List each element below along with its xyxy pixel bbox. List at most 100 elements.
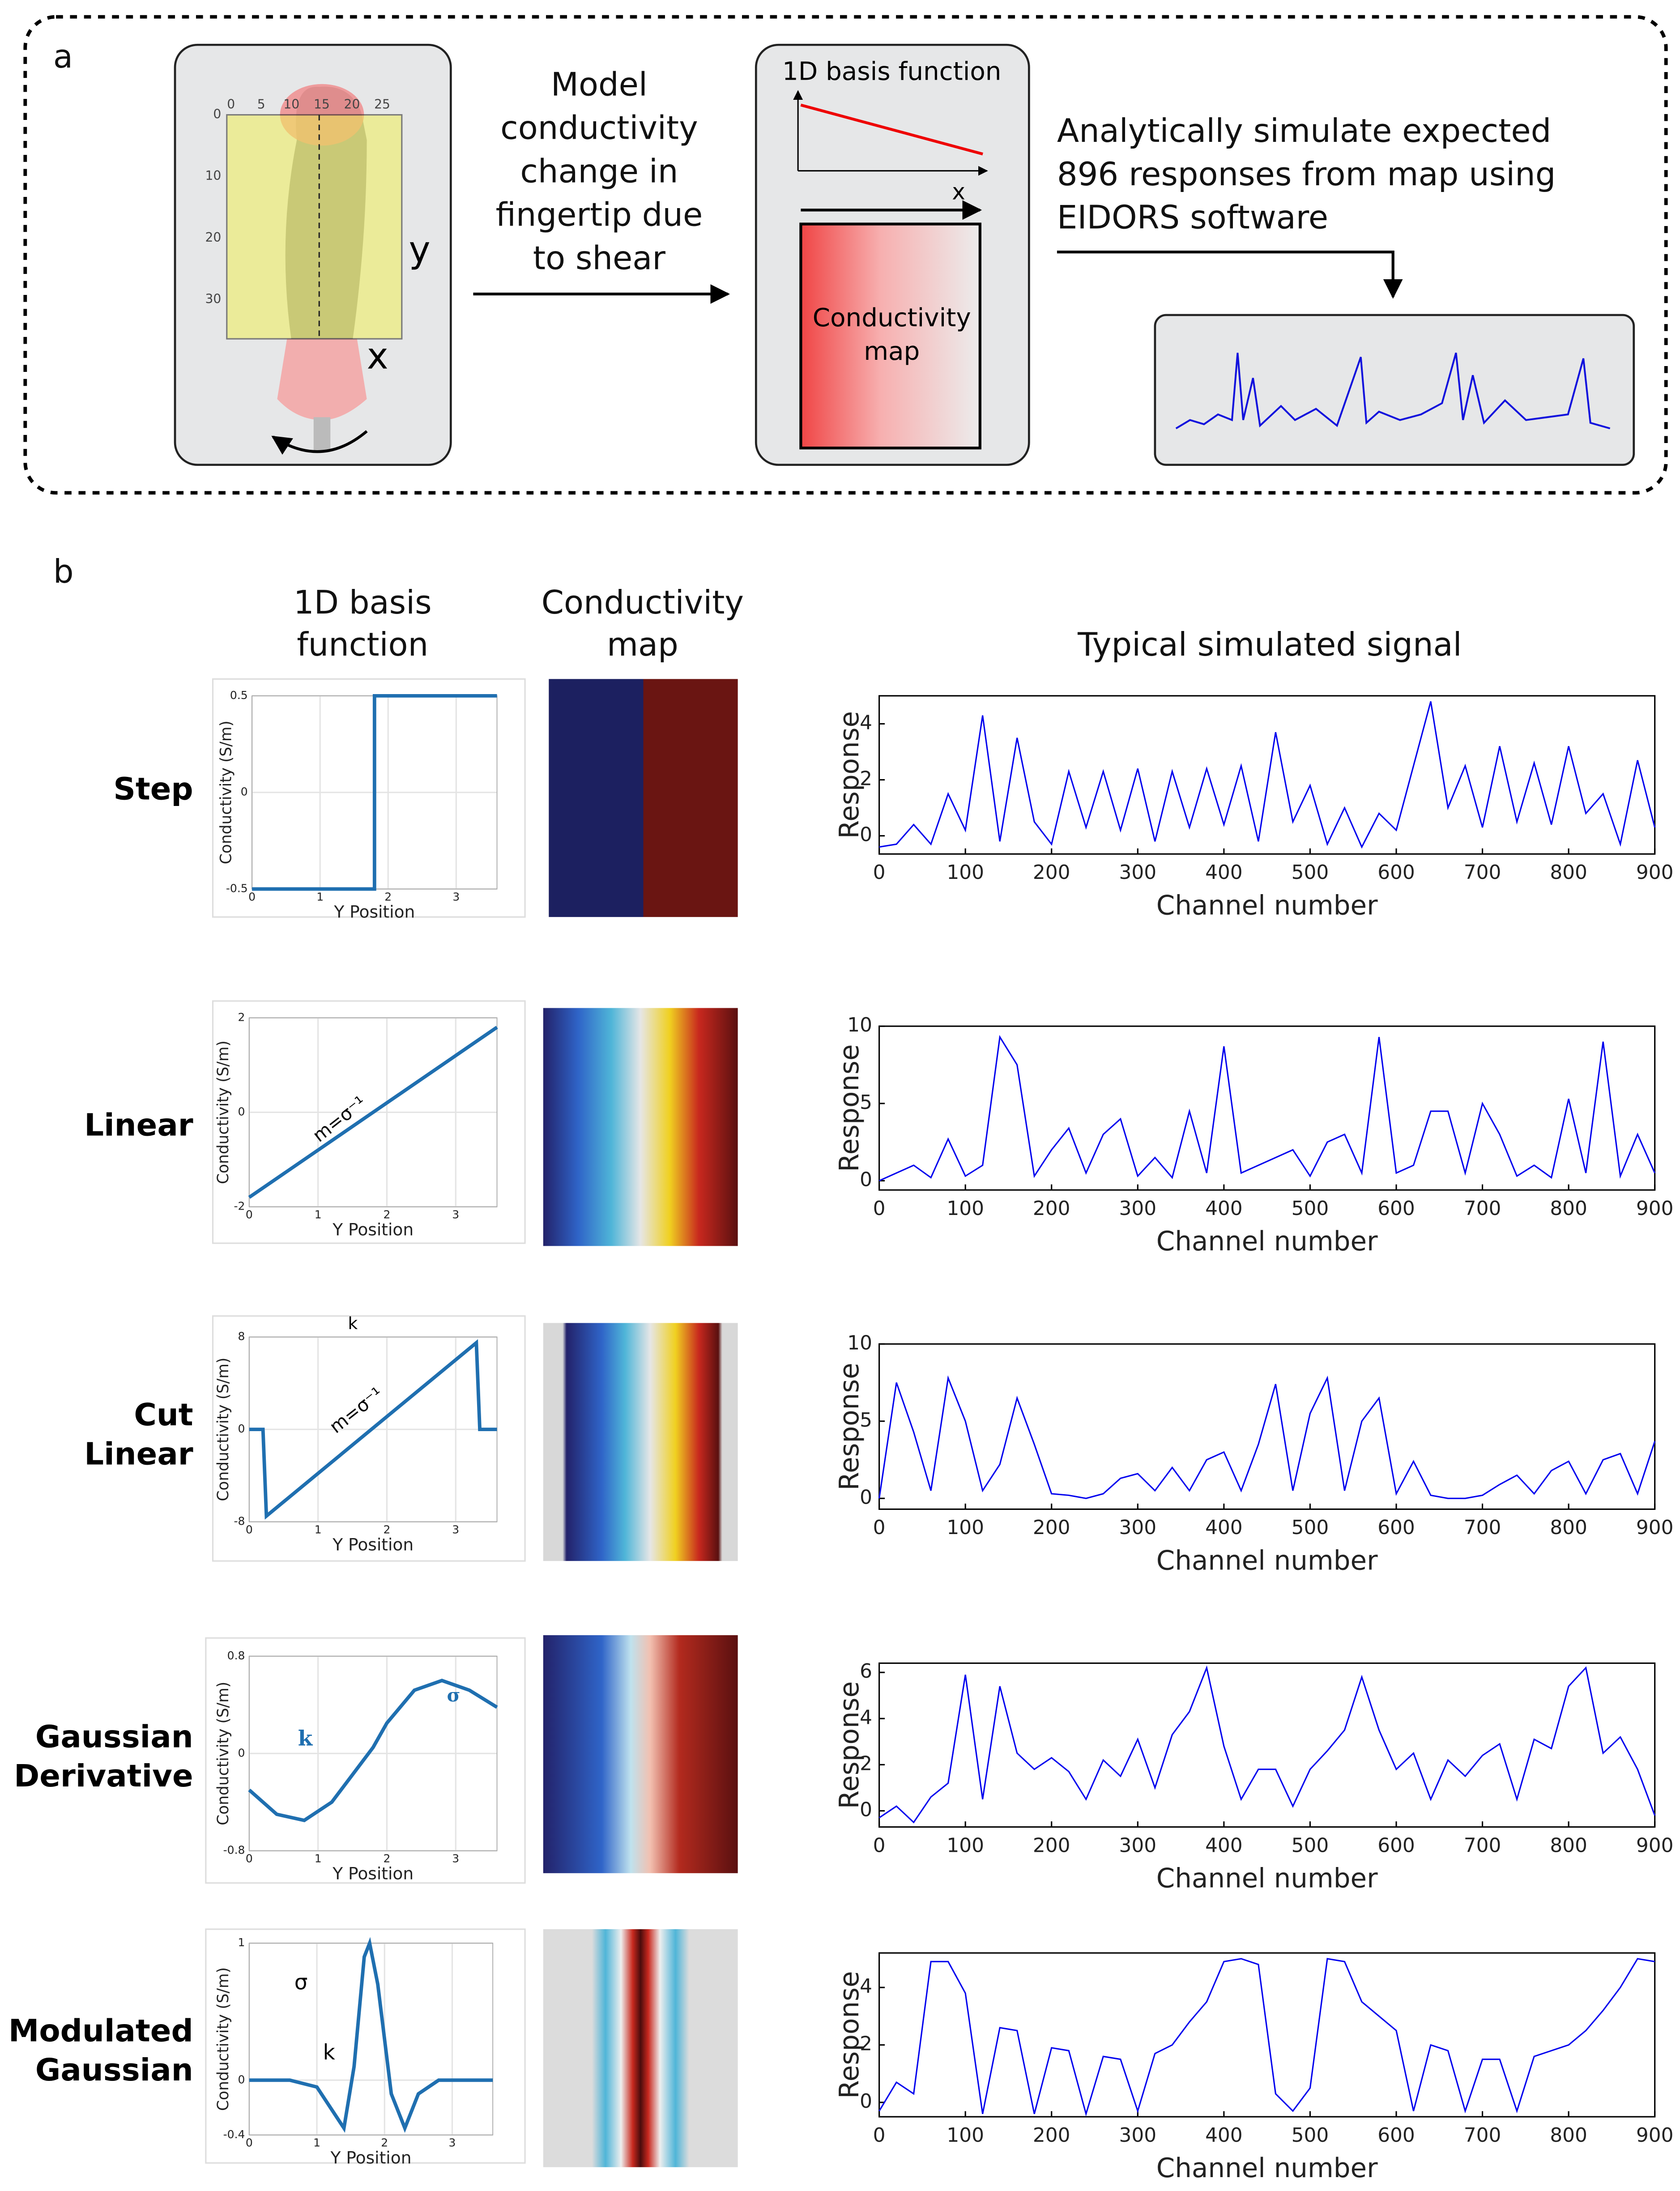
x-axis-label: Channel number xyxy=(1156,1545,1378,1576)
y-tick-label: 0.8 xyxy=(227,1649,245,1662)
y-tick-label: 4 xyxy=(860,711,872,734)
x-tick-label: 800 xyxy=(1550,1834,1587,1857)
x-tick-label: 200 xyxy=(1033,1834,1070,1857)
x-tick-label: 500 xyxy=(1292,861,1329,884)
basis-line xyxy=(800,103,983,156)
x-tick-label: 200 xyxy=(1033,1516,1070,1539)
x-tick-label: 500 xyxy=(1292,1197,1329,1220)
panel-label: a xyxy=(53,38,73,75)
tick-label: 20 xyxy=(205,230,221,245)
annotation: k xyxy=(323,2040,336,2065)
tick-label: 10 xyxy=(205,168,221,183)
tick-label: 0 xyxy=(213,107,221,122)
y-tick-label: 6 xyxy=(860,1660,872,1683)
plot-frame xyxy=(205,1928,526,2164)
x-tick-label: 3 xyxy=(452,1852,459,1865)
axes-box xyxy=(878,695,1656,855)
data-line xyxy=(878,1035,1656,1181)
plot-frame xyxy=(212,1000,526,1244)
y-tick-label: 5 xyxy=(860,1409,872,1432)
y-axis-label: Response xyxy=(834,1044,865,1172)
x-tick-label: 3 xyxy=(452,890,460,903)
x-tick-label: 900 xyxy=(1636,1834,1674,1857)
y-axis-label: Conductivity (S/m) xyxy=(214,1967,232,2111)
signal-sketch xyxy=(1175,352,1611,430)
rod xyxy=(313,417,331,451)
x-tick-label: 300 xyxy=(1119,1834,1157,1857)
x-tick-label: 600 xyxy=(1377,1197,1415,1220)
axis-y-label: y xyxy=(409,229,430,271)
x-tick-label: 500 xyxy=(1292,1834,1329,1857)
data-line xyxy=(878,1958,1655,2117)
y-tick-label: 4 xyxy=(860,1706,872,1729)
x-tick-label: 600 xyxy=(1377,1834,1415,1857)
row-label: Gaussian xyxy=(35,2052,193,2088)
data-line xyxy=(878,1375,1656,1499)
data-line xyxy=(249,1937,493,2133)
step-text: Analytically simulate expected xyxy=(1057,112,1551,149)
x-axis-label: Channel number xyxy=(1156,2153,1378,2184)
basis-axis: x xyxy=(952,179,965,205)
axes-box xyxy=(878,1025,1656,1191)
x-tick-label: 900 xyxy=(1636,1197,1674,1220)
data-line xyxy=(248,1679,498,1822)
x-tick-label: 100 xyxy=(947,2124,984,2147)
conductivity-map xyxy=(799,222,981,450)
tick-label: 0 xyxy=(227,97,235,112)
x-tick-label: 300 xyxy=(1119,2124,1157,2147)
arrow xyxy=(1057,251,1403,299)
row-label: Gaussian xyxy=(35,1719,193,1755)
x-axis-label: Y Position xyxy=(332,1219,414,1239)
x-tick-label: 300 xyxy=(1119,861,1157,884)
tick-label: 30 xyxy=(205,292,221,307)
x-axis-label: Y Position xyxy=(330,2148,412,2167)
x-tick-label: 900 xyxy=(1636,2124,1674,2147)
y-axis-label: Response xyxy=(834,711,865,839)
data-line xyxy=(879,701,1656,849)
x-tick-label: 200 xyxy=(1033,2124,1070,2147)
x-axis-label: Y Position xyxy=(333,902,415,921)
x-tick-label: 400 xyxy=(1205,1197,1243,1220)
x-tick-label: 900 xyxy=(1636,861,1674,884)
step-text: conductivity xyxy=(500,109,698,147)
x-tick-label: 1 xyxy=(313,2136,320,2149)
map-text: map xyxy=(864,337,920,366)
x-tick-label: 300 xyxy=(1119,1516,1157,1539)
x-tick-label: 3 xyxy=(452,1523,459,1536)
x-tick-label: 2 xyxy=(384,1208,391,1221)
y-tick-label: -8 xyxy=(234,1515,245,1528)
y-tick-label: 0 xyxy=(860,1486,872,1509)
row-label: Cut xyxy=(134,1397,193,1433)
y-tick-label: 2 xyxy=(860,1752,872,1775)
x-tick-label: 600 xyxy=(1377,2124,1415,2147)
x-tick-label: 400 xyxy=(1205,1516,1243,1539)
x-tick-label: 700 xyxy=(1464,2124,1501,2147)
y-tick-label: 0 xyxy=(860,823,872,846)
column-header: function xyxy=(297,626,428,663)
axes-box xyxy=(248,1017,498,1207)
x-tick-label: 0 xyxy=(873,861,886,884)
x-tick-label: 900 xyxy=(1636,1516,1674,1539)
column-header: Conductivity xyxy=(542,584,744,621)
y-tick-label: 0 xyxy=(238,1746,245,1759)
x-tick-label: 500 xyxy=(1292,2124,1329,2147)
x-tick-label: 0 xyxy=(873,1516,886,1539)
y-axis-label: Conductivity (S/m) xyxy=(214,1040,232,1184)
x-tick-label: 3 xyxy=(452,1208,459,1221)
tick-label: 10 xyxy=(283,97,299,112)
step-text: to shear xyxy=(533,239,665,277)
annotation: σ xyxy=(447,1684,461,1706)
y-tick-label: -0.8 xyxy=(223,1844,245,1857)
y-tick-label: 0 xyxy=(238,2073,245,2086)
x-tick-label: 0 xyxy=(246,1523,253,1536)
tick-label: 20 xyxy=(344,97,360,112)
step-text: Model xyxy=(551,66,648,103)
x-tick-label: 1 xyxy=(315,1852,322,1865)
map-text: Conductivity xyxy=(813,303,971,332)
axes-box xyxy=(878,1662,1656,1828)
x-axis-label: Channel number xyxy=(1156,890,1378,921)
y-axis-label: Conductivity (S/m) xyxy=(214,1358,232,1501)
x-tick-label: 800 xyxy=(1550,861,1587,884)
